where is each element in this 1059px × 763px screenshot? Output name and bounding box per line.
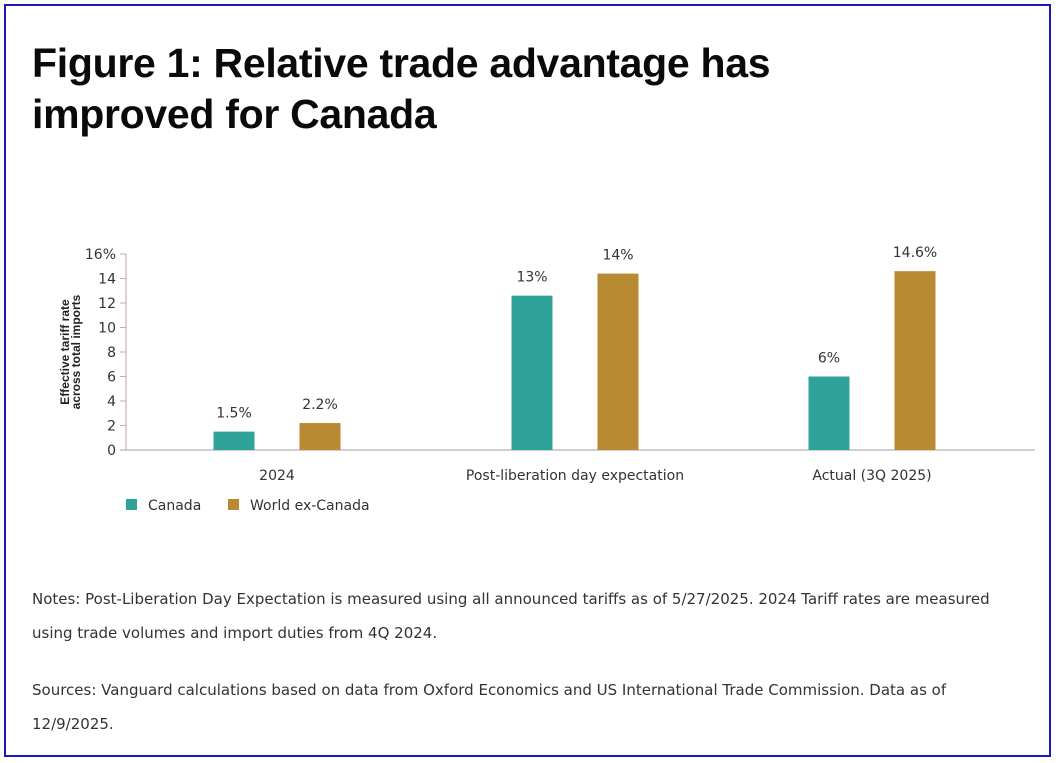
y-tick-label: 2 [107,419,116,435]
y-axis-label-line: Effective tariff rate [58,299,72,405]
y-tick-label: 8 [107,345,116,361]
data-label: 14% [602,248,633,264]
data-label: 1.5% [216,406,252,422]
y-tick-label: 12 [98,296,116,312]
x-tick-label: Actual (3Q 2025) [812,468,931,484]
y-tick-label: 0 [107,443,116,459]
data-label: 6% [818,351,840,367]
bar-canada-2 [808,376,850,450]
data-label: 13% [516,270,547,286]
legend-swatch-canada [126,499,137,510]
bar-world-ex-canada-0 [299,423,341,450]
x-tick-label: Post-liberation day expectation [466,468,684,484]
legend-label: Canada [148,498,201,514]
x-tick-label: 2024 [259,468,295,484]
y-tick-label: 10 [98,321,116,337]
legend-label: World ex-Canada [250,498,370,514]
notes-text: Notes: Post-Liberation Day Expectation i… [32,590,990,642]
bar-canada-1 [511,295,553,450]
bar-world-ex-canada-1 [597,273,639,450]
data-label: 14.6% [893,245,937,261]
data-label: 2.2% [302,397,338,413]
bar-canada-0 [213,431,255,450]
y-axis-label: Effective tariff rateacross total import… [58,294,83,409]
legend-swatch-world-ex-canada [228,499,239,510]
y-tick-label: 14 [98,272,116,288]
figure-title: Figure 1: Relative trade advantage has i… [32,40,771,137]
y-tick-label: 16% [85,247,116,263]
y-tick-label: 4 [107,394,116,410]
y-tick-label: 6 [107,370,116,386]
sources-text: Sources: Vanguard calculations based on … [32,681,947,733]
bar-world-ex-canada-2 [894,271,936,450]
y-axis-label-line: across total imports [69,294,83,409]
